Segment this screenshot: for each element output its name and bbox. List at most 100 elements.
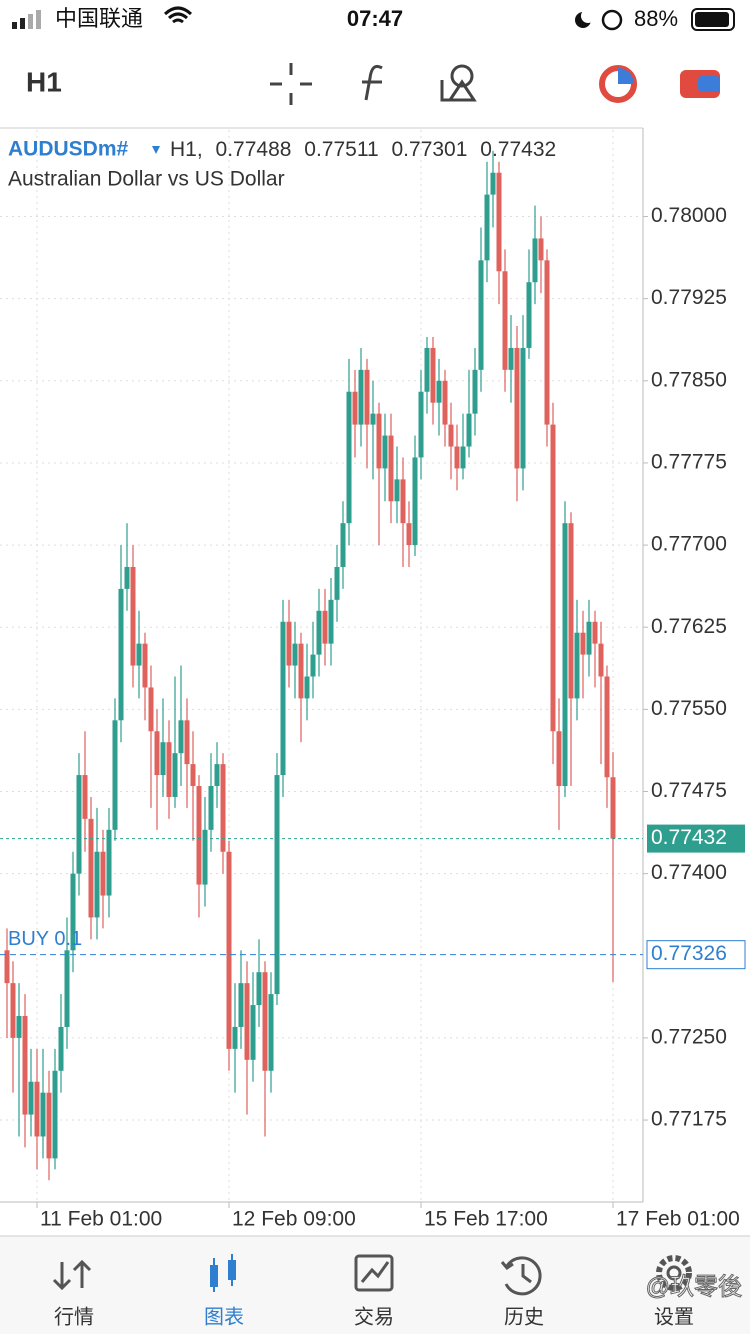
battery-fill bbox=[695, 12, 729, 27]
objects-icon[interactable] bbox=[440, 64, 477, 102]
candle-body bbox=[310, 654, 316, 677]
legend-high: 0.77511 bbox=[304, 138, 378, 161]
symbol[interactable]: AUDUSDm# bbox=[8, 138, 129, 161]
y-tick-label: 0.77775 bbox=[651, 450, 727, 473]
candle-body bbox=[118, 588, 124, 721]
candle-body bbox=[34, 1081, 40, 1137]
candle-body bbox=[154, 731, 160, 776]
candle-body bbox=[40, 1092, 46, 1137]
candle-body bbox=[514, 347, 520, 469]
chart-tab-icon[interactable] bbox=[210, 1254, 236, 1292]
candle-body bbox=[136, 643, 142, 666]
battery-level: 88% bbox=[634, 6, 678, 31]
y-tick-label: 0.77625 bbox=[651, 615, 727, 638]
timeframe-button[interactable]: H1 bbox=[26, 66, 62, 97]
candle-body bbox=[166, 742, 172, 797]
legend-open: 0.77488 bbox=[216, 138, 292, 161]
candle-body bbox=[262, 972, 268, 1071]
signal-bar bbox=[12, 22, 17, 29]
candle-body bbox=[106, 829, 112, 896]
candle-body bbox=[556, 731, 562, 787]
legend-close: 0.77432 bbox=[480, 138, 556, 161]
signal-bar bbox=[36, 10, 41, 29]
candle-body bbox=[202, 829, 208, 885]
candle-body bbox=[472, 369, 478, 414]
candle-body bbox=[178, 720, 184, 754]
tab-label[interactable]: 交易 bbox=[354, 1305, 394, 1328]
candle-body bbox=[376, 413, 382, 469]
y-tick-label: 0.77850 bbox=[651, 368, 727, 391]
candle-body bbox=[214, 764, 220, 787]
toolbar: H1 bbox=[26, 63, 720, 105]
trade-icon-part bbox=[618, 68, 634, 84]
candle-body bbox=[70, 873, 76, 951]
candle-body bbox=[58, 1026, 64, 1071]
tab-bar bbox=[0, 1236, 750, 1334]
symbol-dropdown[interactable] bbox=[152, 146, 160, 154]
candle-body bbox=[184, 720, 190, 765]
watermark: @玖零後 bbox=[646, 1273, 742, 1300]
x-tick-label: 17 Feb 01:00 bbox=[616, 1208, 740, 1231]
candle-body bbox=[544, 260, 550, 425]
x-tick-label: 11 Feb 01:00 bbox=[40, 1208, 162, 1231]
candle-body bbox=[148, 687, 154, 732]
trade-tab-icon[interactable] bbox=[354, 1254, 394, 1292]
candle-body bbox=[124, 566, 130, 589]
candle-body bbox=[394, 479, 400, 502]
candle-body bbox=[478, 260, 484, 370]
tab-label[interactable]: 设置 bbox=[654, 1305, 694, 1328]
candle-body bbox=[442, 380, 448, 425]
tab-label[interactable]: 行情 bbox=[54, 1305, 94, 1328]
candle-body bbox=[100, 851, 106, 896]
candle-body bbox=[358, 369, 364, 425]
candle-body bbox=[160, 742, 166, 776]
candle-body bbox=[382, 435, 388, 469]
candle-body bbox=[130, 566, 136, 666]
candle-body bbox=[538, 238, 544, 261]
candle-body bbox=[484, 194, 490, 261]
settings-tab-icon[interactable] bbox=[656, 1255, 692, 1291]
candle-body bbox=[418, 391, 424, 458]
history-tab-icon[interactable] bbox=[500, 1256, 542, 1296]
chart-type-icon-part bbox=[698, 76, 720, 92]
candle-body bbox=[298, 643, 304, 699]
status-bar: 中国联通 07:47 88% bbox=[12, 6, 735, 31]
tab-label[interactable]: 图表 bbox=[204, 1305, 244, 1328]
tab-labels: 行情 图表 交易 历史 设置 bbox=[54, 1305, 694, 1328]
candle-body bbox=[592, 621, 598, 644]
candle-body bbox=[388, 435, 394, 502]
candle-body bbox=[286, 621, 292, 666]
position-price-box bbox=[646, 940, 746, 970]
candle-body bbox=[340, 523, 346, 567]
indicator-icon[interactable] bbox=[362, 64, 383, 101]
candle-body bbox=[112, 720, 118, 830]
tab-label[interactable]: 历史 bbox=[504, 1305, 544, 1328]
candle-body bbox=[562, 523, 568, 787]
candle-body bbox=[292, 643, 298, 666]
candle-body bbox=[496, 172, 502, 272]
candle-body bbox=[274, 775, 280, 995]
legend-low: 0.77301 bbox=[392, 138, 468, 161]
y-tick-label: 0.77925 bbox=[651, 286, 727, 309]
candle-body bbox=[550, 424, 556, 732]
candle-body bbox=[208, 786, 214, 830]
candle-body bbox=[424, 347, 430, 392]
candle-body bbox=[406, 523, 412, 546]
moon-cut bbox=[581, 9, 595, 23]
x-tick-label: 12 Feb 09:00 bbox=[232, 1208, 356, 1231]
y-tick-label: 0.77175 bbox=[651, 1108, 727, 1131]
y-tick-label: 0.77700 bbox=[651, 533, 727, 556]
candle-body bbox=[520, 347, 526, 469]
candle-body bbox=[604, 676, 610, 778]
candle-body bbox=[52, 1070, 58, 1159]
symbol-description: Australian Dollar vs US Dollar bbox=[8, 168, 285, 191]
candle-body bbox=[190, 764, 196, 787]
candle-body bbox=[316, 610, 322, 655]
candle-body bbox=[88, 818, 94, 918]
y-tick-label: 0.77550 bbox=[651, 697, 727, 720]
quotes-icon[interactable] bbox=[52, 1259, 92, 1291]
candle-body bbox=[94, 851, 100, 918]
crosshair-icon[interactable] bbox=[270, 63, 312, 105]
candle-body bbox=[280, 621, 286, 776]
